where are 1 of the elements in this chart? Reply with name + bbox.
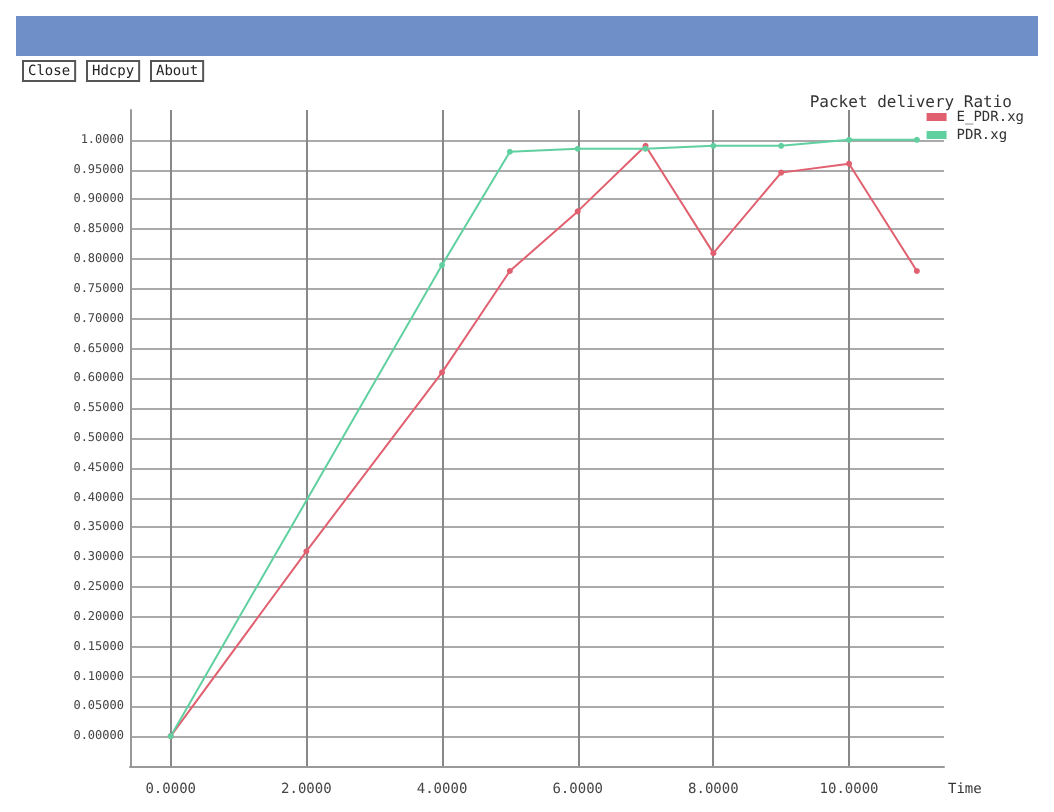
chart-title: Packet delivery Ratio — [809, 93, 1013, 111]
